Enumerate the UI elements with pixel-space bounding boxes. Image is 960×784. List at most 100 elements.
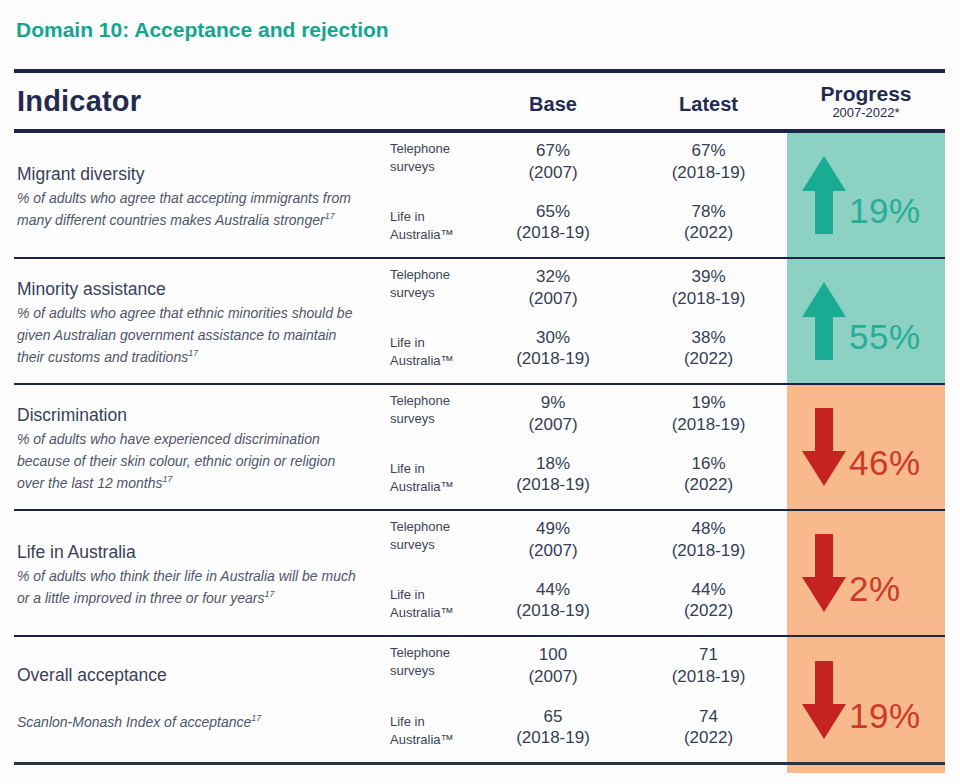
indicator-name: Discrimination (17, 405, 362, 426)
base-period: (2018-19) (476, 474, 630, 496)
base-value: 30%(2018-19) (476, 327, 630, 371)
base-number: 100 (476, 644, 630, 666)
col-header-base: Base (476, 93, 630, 116)
latest-period: (2018-19) (630, 162, 787, 184)
base-value: 32%(2007) (476, 266, 630, 310)
report-page: Domain 10: Acceptance and rejection Indi… (0, 0, 960, 765)
base-number: 49% (476, 518, 630, 540)
latest-number: 16% (630, 453, 787, 475)
progress-value: 55% (849, 317, 921, 357)
progress-header-label: Progress (787, 83, 945, 105)
base-number: 65 (476, 706, 630, 728)
base-value: 49%(2007) (476, 518, 630, 562)
col-header-indicator: Indicator (14, 85, 390, 118)
latest-value: 74(2022) (630, 706, 787, 750)
base-period: (2007) (476, 162, 630, 184)
progress-cell: 19% (787, 637, 945, 762)
base-value: 9%(2007) (476, 392, 630, 436)
base-value: 65(2018-19) (476, 706, 630, 750)
page-title: Domain 10: Acceptance and rejection (16, 18, 945, 42)
latest-cell: 39%(2018-19) 38%(2022) (630, 259, 787, 383)
source-label: Telephone surveys (390, 644, 476, 680)
base-value: 67%(2007) (476, 140, 630, 184)
latest-period: (2022) (630, 222, 787, 244)
base-cell: 67%(2007) 65%(2018-19) (476, 133, 630, 257)
latest-number: 67% (630, 140, 787, 162)
latest-value: 48%(2018-19) (630, 518, 787, 562)
latest-value: 16%(2022) (630, 453, 787, 497)
latest-value: 19%(2018-19) (630, 392, 787, 436)
source-label: Telephone surveys (390, 266, 476, 302)
source-label: Life in Australia™ (390, 713, 476, 749)
indicator-name: Overall acceptance (17, 665, 362, 686)
base-cell: 32%(2007) 30%(2018-19) (476, 259, 630, 383)
latest-period: (2022) (630, 474, 787, 496)
base-cell: 100(2007) 65(2018-19) (476, 637, 630, 762)
col-header-progress: Progress 2007-2022* (787, 83, 945, 120)
base-period: (2007) (476, 540, 630, 562)
indicator-cell: Migrant diversity % of adults who agree … (14, 133, 390, 257)
indicator-name: Life in Australia (17, 542, 362, 563)
source-cell: Telephone surveys Life in Australia™ (390, 259, 476, 383)
header-row: Indicator Base Latest Progress 2007-2022… (14, 69, 945, 133)
indicator-description: % of adults who agree that ethnic minori… (17, 303, 362, 368)
latest-number: 44% (630, 579, 787, 601)
base-value: 100(2007) (476, 644, 630, 688)
latest-period: (2018-19) (630, 414, 787, 436)
latest-period: (2022) (630, 727, 787, 749)
latest-period: (2018-19) (630, 288, 787, 310)
indicator-cell: Life in Australia % of adults who think … (14, 511, 390, 635)
source-label: Telephone surveys (390, 140, 476, 176)
latest-value: 44%(2022) (630, 579, 787, 623)
indicator-cell: Discrimination % of adults who have expe… (14, 385, 390, 509)
indicator-description-text: % of adults who agree that accepting imm… (17, 190, 351, 228)
base-period: (2007) (476, 666, 630, 688)
base-number: 65% (476, 201, 630, 223)
progress-value: 2% (849, 569, 901, 609)
base-number: 67% (476, 140, 630, 162)
table-row: Migrant diversity % of adults who agree … (14, 133, 945, 259)
base-cell: 49%(2007) 44%(2018-19) (476, 511, 630, 635)
source-label: Life in Australia™ (390, 334, 476, 370)
indicator-description: % of adults who think their life in Aust… (17, 566, 362, 609)
base-cell: 9%(2007) 18%(2018-19) (476, 385, 630, 509)
base-value: 65%(2018-19) (476, 201, 630, 245)
latest-period: (2018-19) (630, 666, 787, 688)
base-period: (2007) (476, 414, 630, 436)
latest-cell: 48%(2018-19) 44%(2022) (630, 511, 787, 635)
latest-period: (2022) (630, 348, 787, 370)
down-arrow-icon (802, 661, 846, 739)
up-arrow-icon (802, 156, 846, 234)
progress-header-subtitle: 2007-2022* (787, 106, 945, 120)
latest-period: (2022) (630, 600, 787, 622)
indicator-description: Scanlon-Monash Index of acceptance17 (17, 712, 362, 734)
indicator-description: % of adults who agree that accepting imm… (17, 188, 362, 231)
indicator-description-text: % of adults who think their life in Aust… (17, 568, 356, 606)
table-row: Life in Australia % of adults who think … (14, 511, 945, 637)
indicator-description-text: % of adults who agree that ethnic minori… (17, 305, 352, 364)
footnote-superscript: 17 (325, 211, 335, 221)
latest-number: 38% (630, 327, 787, 349)
latest-cell: 19%(2018-19) 16%(2022) (630, 385, 787, 509)
footnote-superscript: 17 (163, 474, 173, 484)
latest-value: 39%(2018-19) (630, 266, 787, 310)
latest-value: 78%(2022) (630, 201, 787, 245)
base-value: 44%(2018-19) (476, 579, 630, 623)
source-cell: Telephone surveys Life in Australia™ (390, 133, 476, 257)
base-period: (2018-19) (476, 600, 630, 622)
latest-number: 78% (630, 201, 787, 223)
base-number: 32% (476, 266, 630, 288)
source-cell: Telephone surveys Life in Australia™ (390, 511, 476, 635)
latest-value: 67%(2018-19) (630, 140, 787, 184)
footnote-superscript: 17 (251, 714, 261, 724)
indicator-cell: Overall acceptance Scanlon-Monash Index … (14, 637, 390, 762)
progress-cell: 2% (787, 511, 945, 635)
indicator-name: Minority assistance (17, 279, 362, 300)
indicator-table: Indicator Base Latest Progress 2007-2022… (14, 69, 945, 765)
latest-cell: 67%(2018-19) 78%(2022) (630, 133, 787, 257)
base-number: 18% (476, 453, 630, 475)
progress-cell: 55% (787, 259, 945, 383)
col-header-latest: Latest (630, 93, 787, 116)
table-row: Overall acceptance Scanlon-Monash Index … (14, 637, 945, 765)
table-row: Minority assistance % of adults who agre… (14, 259, 945, 385)
